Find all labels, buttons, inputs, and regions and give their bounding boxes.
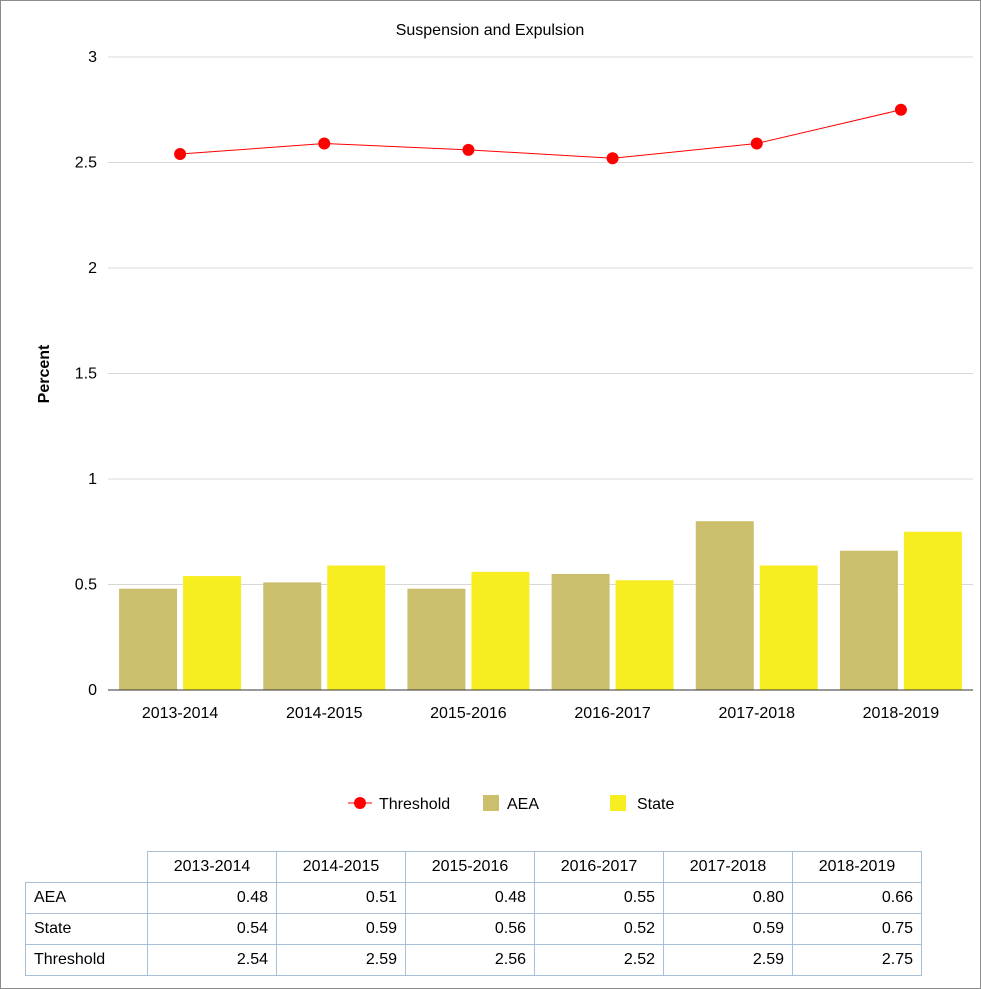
chart-legend: Threshold AEA State xyxy=(348,795,674,813)
legend-item-threshold: Threshold xyxy=(348,796,450,813)
table-row: AEA 0.48 0.51 0.48 0.55 0.80 0.66 xyxy=(25,882,922,914)
grid-lines xyxy=(108,56,973,585)
threshold-point-2015-2016 xyxy=(462,143,475,156)
bar-state-2015-2016 xyxy=(471,571,530,690)
table-cell: 0.51 xyxy=(276,882,406,914)
legend-item-aea: AEA xyxy=(483,795,539,813)
legend-square-marker xyxy=(610,795,626,811)
threshold-point-2013-2014 xyxy=(174,148,187,161)
chart-canvas: Suspension and Expulsion Percent 0 0.5 1 1.… xyxy=(36,22,973,813)
table-column-header: 2014-2015 xyxy=(276,851,406,883)
table-column-header: 2015-2016 xyxy=(405,851,535,883)
table-cell: 0.54 xyxy=(147,913,277,945)
x-tick-label: 2016-2017 xyxy=(574,705,651,722)
table-row: Threshold 2.54 2.59 2.56 2.52 2.59 2.75 xyxy=(25,944,922,976)
table-cell: 0.75 xyxy=(792,913,922,945)
table-cell: 2.52 xyxy=(534,944,664,976)
table-column-header: 2017-2018 xyxy=(663,851,793,883)
table-cell: 0.66 xyxy=(792,882,922,914)
table-cell: 2.56 xyxy=(405,944,535,976)
threshold-line xyxy=(180,109,902,159)
table-cell: 2.59 xyxy=(276,944,406,976)
x-tick-label: 2017-2018 xyxy=(718,705,795,722)
legend-label: AEA xyxy=(507,796,539,813)
bar-state-2017-2018 xyxy=(759,565,818,690)
table-cell: 0.56 xyxy=(405,913,535,945)
table-cell: 0.55 xyxy=(534,882,664,914)
y-tick-label: 2 xyxy=(88,260,97,277)
threshold-point-2018-2019 xyxy=(894,103,907,116)
bar-aea-2018-2019 xyxy=(839,550,898,690)
bar-state-2014-2015 xyxy=(327,565,386,690)
table-row-label: AEA xyxy=(25,882,148,914)
y-tick-label: 2.5 xyxy=(75,155,97,172)
table-cell: 2.75 xyxy=(792,944,922,976)
table-cell: 0.59 xyxy=(663,913,793,945)
x-tick-label: 2018-2019 xyxy=(863,705,940,722)
table-cell: 0.52 xyxy=(534,913,664,945)
threshold-point-2017-2018 xyxy=(750,137,763,150)
y-tick-label: 3 xyxy=(88,49,97,66)
legend-label: State xyxy=(637,796,674,813)
y-tick-label: 0 xyxy=(88,682,97,699)
bar-state-2018-2019 xyxy=(903,531,962,690)
legend-label: Threshold xyxy=(379,796,450,813)
bar-aea-2014-2015 xyxy=(263,582,322,690)
table-cell: 0.59 xyxy=(276,913,406,945)
table-column-header: 2013-2014 xyxy=(147,851,277,883)
table-row: State 0.54 0.59 0.56 0.52 0.59 0.75 xyxy=(25,913,922,945)
threshold-point-2016-2017 xyxy=(606,152,619,165)
table-row-label: Threshold xyxy=(25,944,148,976)
table-cell: 0.48 xyxy=(405,882,535,914)
x-tick-label: 2013-2014 xyxy=(142,705,219,722)
bar-aea-2016-2017 xyxy=(551,573,610,690)
bar-aea-2013-2014 xyxy=(119,588,178,690)
table-header-row: 2013-2014 2014-2015 2015-2016 2016-2017 2017… xyxy=(26,851,922,883)
bar-state-2016-2017 xyxy=(615,580,674,690)
y-tick-label: 1 xyxy=(88,471,97,488)
table-row-label: State xyxy=(25,913,148,945)
bar-aea-2015-2016 xyxy=(407,588,466,690)
table-cell: 2.59 xyxy=(663,944,793,976)
y-axis-label: Percent xyxy=(36,344,53,403)
bar-aea-2017-2018 xyxy=(695,521,754,690)
threshold-line-series xyxy=(174,103,907,165)
table-cell: 0.80 xyxy=(663,882,793,914)
table-column-header: 2016-2017 xyxy=(534,851,664,883)
x-tick-label: 2015-2016 xyxy=(430,705,507,722)
y-tick-label: 1.5 xyxy=(75,366,97,383)
table-cell: 2.54 xyxy=(147,944,277,976)
chart-title: Suspension and Expulsion xyxy=(396,22,585,39)
legend-dot-marker xyxy=(354,797,366,809)
x-tick-label: 2014-2015 xyxy=(286,705,363,722)
axes: 0 0.5 1 1.5 2 2.5 3 2013-2014 2014-2015 2015-2016… xyxy=(75,49,973,722)
table-corner xyxy=(26,852,148,883)
threshold-point-2014-2015 xyxy=(318,137,331,150)
table-cell: 0.48 xyxy=(147,882,277,914)
y-tick-label: 0.5 xyxy=(75,577,97,594)
table-column-header: 2018-2019 xyxy=(792,851,922,883)
data-table: 2013-2014 2014-2015 2015-2016 2016-2017 2017… xyxy=(25,851,922,976)
legend-square-marker xyxy=(483,795,499,811)
bar-series xyxy=(119,521,962,690)
table-body: AEA 0.48 0.51 0.48 0.55 0.80 0.66 State 0.54 0.59… xyxy=(25,882,922,976)
bar-state-2013-2014 xyxy=(183,576,242,690)
legend-item-state: State xyxy=(610,795,674,813)
